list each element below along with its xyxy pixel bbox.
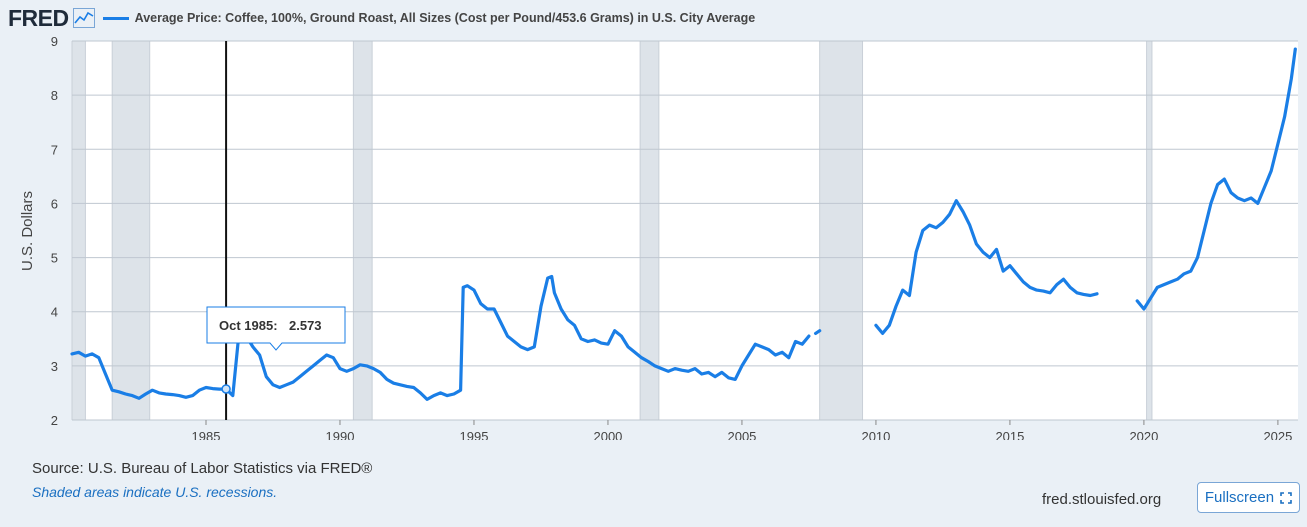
x-tick-label: 2005 [727, 429, 756, 440]
x-tick-label: 1990 [326, 429, 355, 440]
y-tick-label: 6 [51, 196, 58, 211]
recession-band [640, 41, 659, 420]
tooltip-box [206, 306, 346, 351]
series-line[interactable] [1135, 47, 1297, 311]
fred-logo[interactable]: FRED [8, 4, 69, 31]
series-title: Average Price: Coffee, 100%, Ground Roas… [134, 11, 756, 25]
fullscreen-button[interactable]: Fullscreen [1197, 482, 1300, 513]
y-axis-label: U.S. Dollars [19, 191, 36, 271]
x-tick-label: 2025 [1263, 429, 1292, 440]
legend-swatch [102, 16, 129, 20]
recession-band [353, 41, 373, 420]
recession-note: Shaded areas indicate U.S. recessions. [32, 484, 278, 500]
fullscreen-icon [1280, 491, 1292, 504]
x-tick-label: 1995 [460, 429, 489, 440]
tooltip-point[interactable] [221, 384, 231, 394]
series-line[interactable] [70, 274, 811, 401]
site-link[interactable]: fred.stlouisfed.org [1042, 491, 1162, 508]
x-tick-label: 2020 [1129, 429, 1158, 440]
recession-band [819, 41, 863, 420]
x-tick-label: 2015 [995, 429, 1024, 440]
fullscreen-label: Fullscreen [1204, 489, 1275, 506]
recession-band [1146, 41, 1152, 420]
recession-band [72, 41, 86, 420]
line-chart-icon [72, 8, 95, 28]
y-tick-label: 2 [51, 413, 58, 428]
x-tick-label: 2010 [861, 429, 890, 440]
tooltip-value: 2.573 [289, 318, 322, 333]
recession-band [112, 41, 150, 420]
chart-header: FRED Average Price: Coffee, 100%, Ground… [8, 4, 755, 32]
x-tick-label: 2000 [593, 429, 622, 440]
y-tick-label: 4 [51, 305, 58, 320]
y-tick-label: 8 [51, 88, 58, 103]
source-text: Source: U.S. Bureau of Labor Statistics … [32, 460, 373, 477]
series-line[interactable] [814, 329, 822, 335]
x-tick-label: 1985 [192, 429, 221, 440]
tooltip-label: Oct 1985: [219, 318, 278, 333]
line-chart[interactable]: 2 3 4 5 6 7 8 9 1985 1990 1995 2000 2005 2010 2015 2020… [0, 0, 1307, 440]
series-line[interactable] [874, 199, 1099, 335]
y-tick-label: 3 [51, 359, 58, 374]
y-tick-label: 7 [51, 142, 58, 157]
y-tick-label: 9 [51, 34, 58, 49]
plot-area [72, 41, 1298, 420]
y-tick-label: 5 [51, 251, 58, 266]
